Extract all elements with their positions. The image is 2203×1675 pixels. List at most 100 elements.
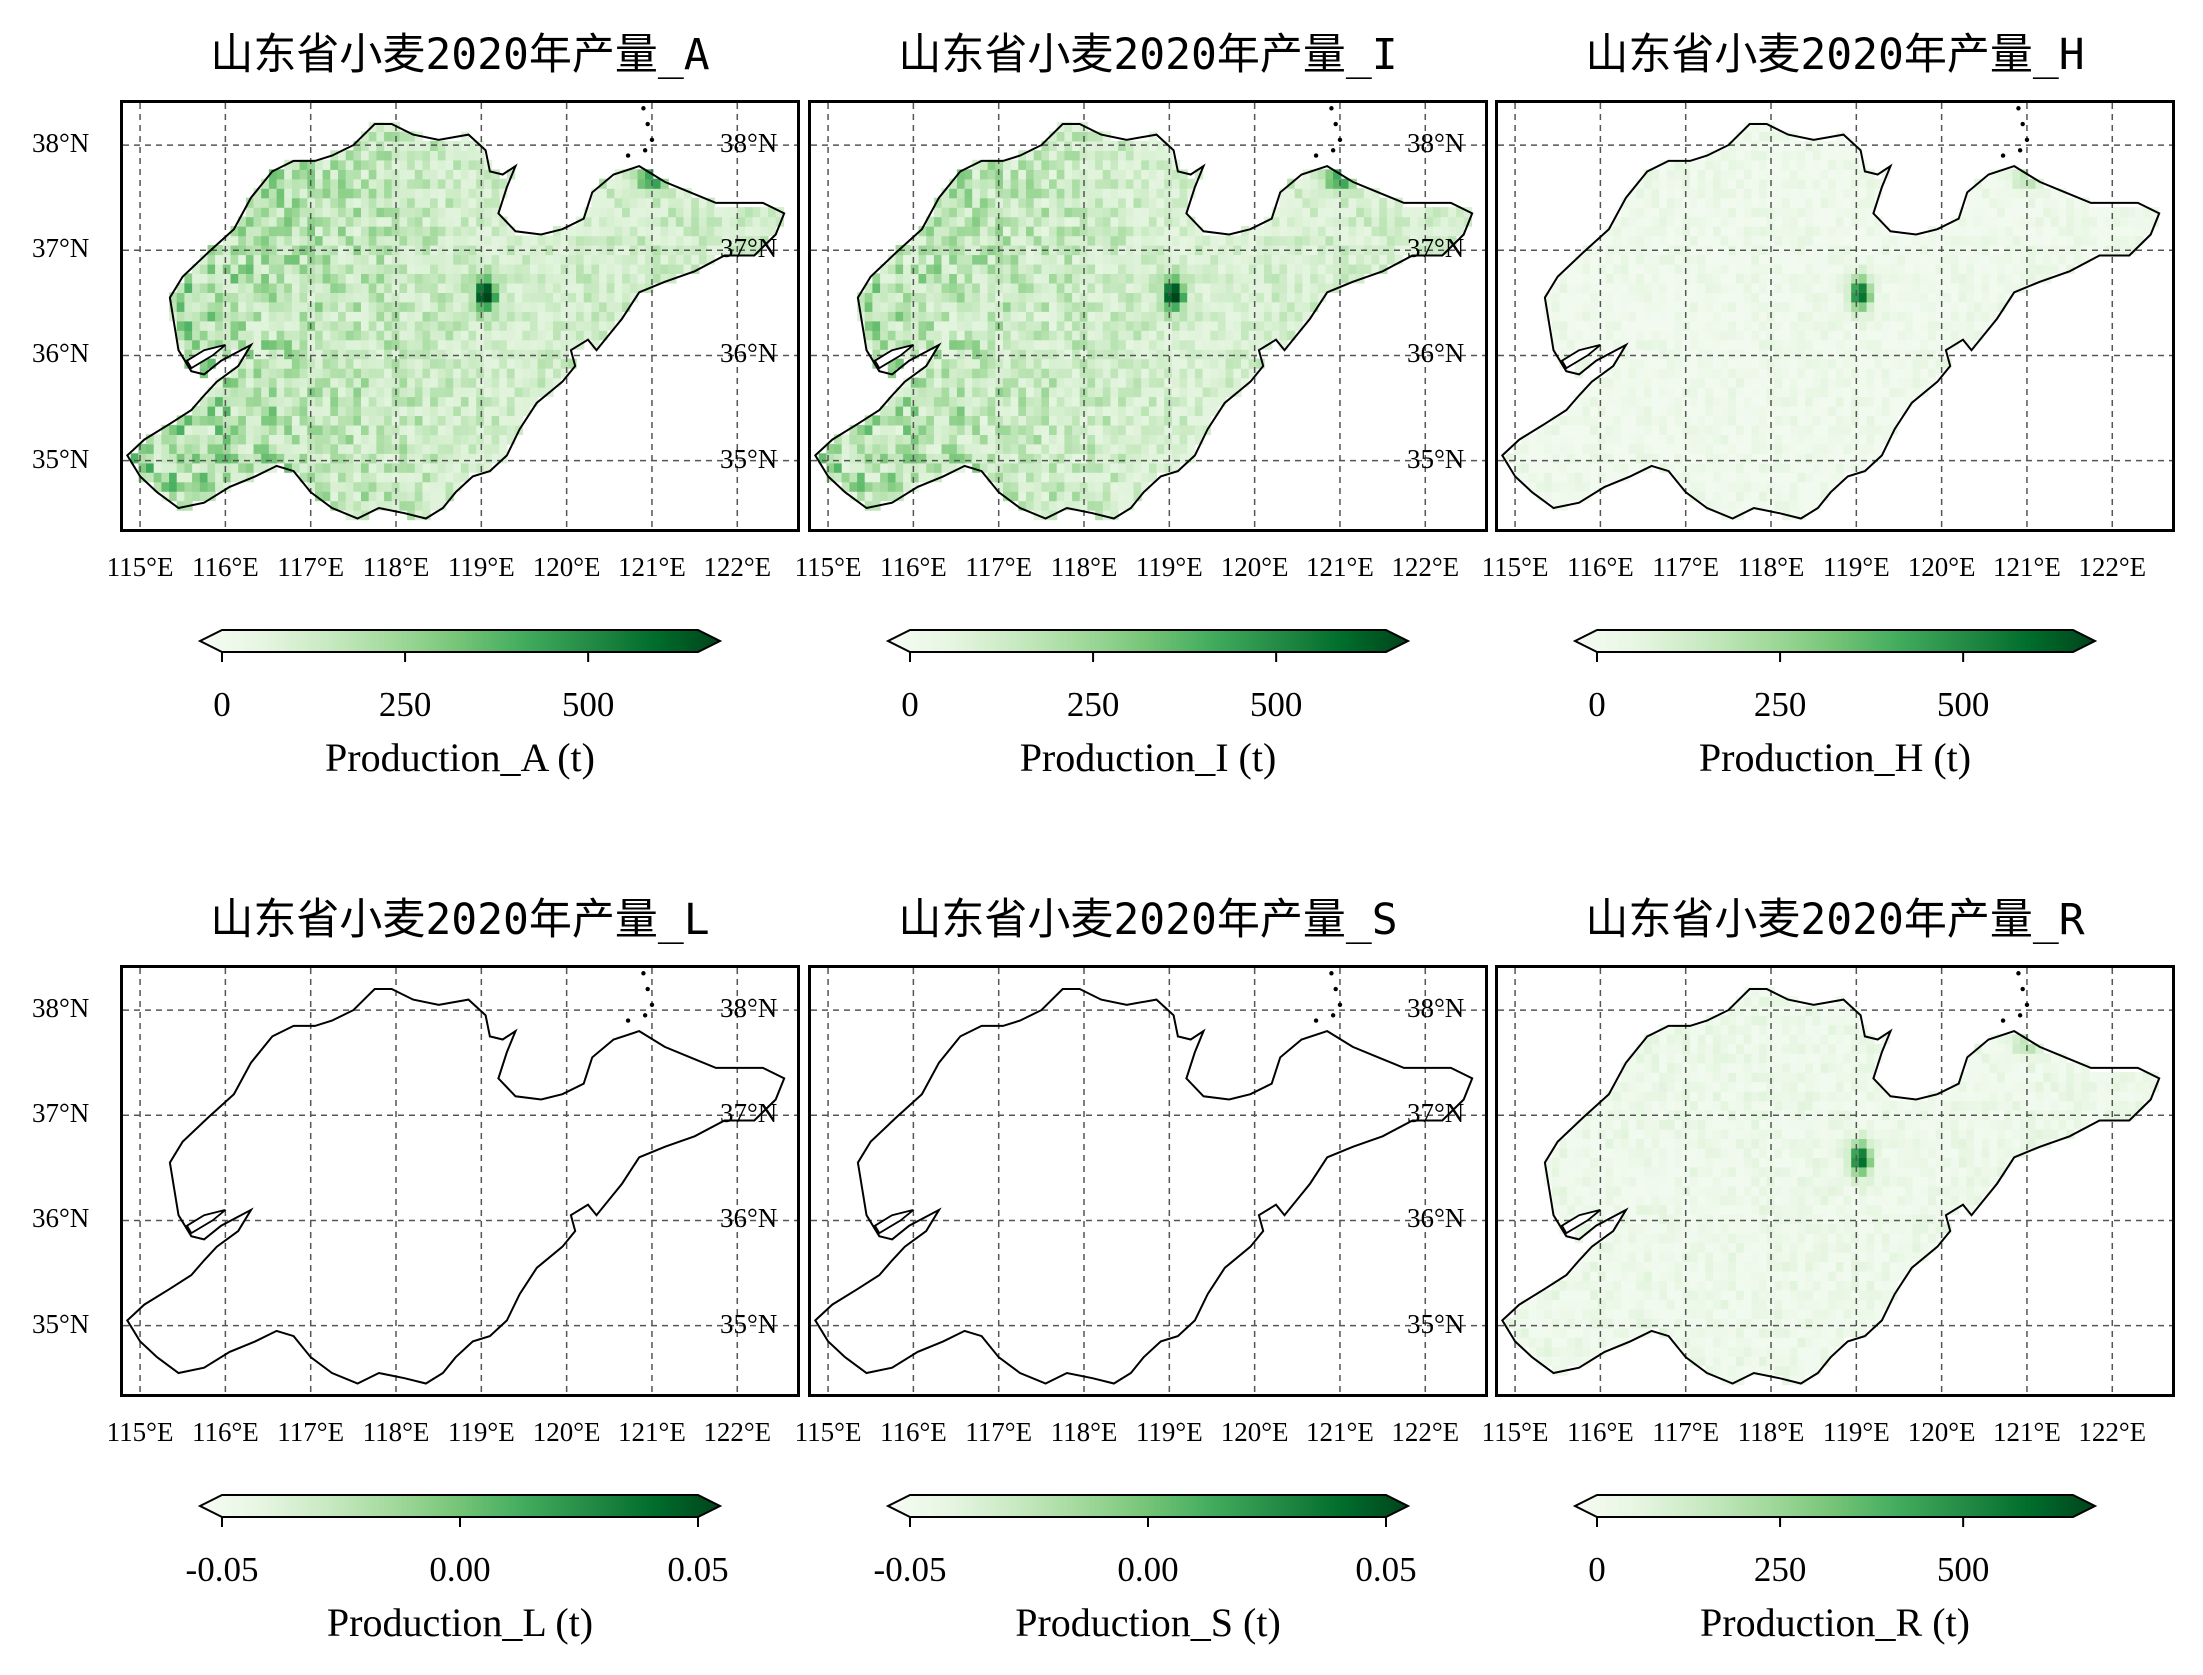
lake-outline: [873, 1209, 914, 1235]
lake-outline: [185, 1209, 226, 1235]
island-mark: [1330, 148, 1336, 153]
colorbar: 0 250 500: [1572, 1494, 2098, 1589]
colorbar-tick-label: 0: [1588, 1550, 1606, 1589]
lon-label: 122°E: [1391, 1417, 1460, 1447]
lon-label: 115°E: [1481, 552, 1549, 582]
colorbar-body: [1572, 1494, 2098, 1518]
lon-label: 121°E: [618, 1417, 686, 1447]
panel-title: 山东省小麦2020年产量_L: [210, 895, 710, 945]
map-canvas: [1498, 968, 2172, 1394]
lon-label-row: 115°E 116°E 117°E 118°E 119°E 120°E 121°E 122°E: [107, 1415, 820, 1449]
lat-label: 36°N: [1407, 338, 1465, 369]
lon-label: 120°E: [1907, 1417, 1976, 1447]
island-mark: [2024, 1002, 2030, 1008]
lon-label: 119°E: [447, 552, 515, 582]
lat-label: 36°N: [720, 338, 778, 369]
map-frame: [1495, 965, 2175, 1397]
island-mark: [2016, 971, 2021, 976]
island-mark: [2000, 1018, 2006, 1023]
province-outline: [1501, 988, 2161, 1385]
lake-outline: [185, 344, 226, 370]
island-mark: [625, 153, 631, 158]
lon-label: 121°E: [1993, 1417, 2061, 1447]
lat-label: 38°N: [720, 128, 778, 159]
colorbar-tick-label: 0: [213, 685, 231, 724]
island-mark: [1333, 121, 1338, 127]
lat-label: 38°N: [1407, 993, 1465, 1024]
map-canvas: [123, 103, 797, 529]
colorbar-tick-label: 250: [1753, 685, 1807, 724]
colorbar-tick-label: 250: [378, 685, 432, 724]
lat-label: 38°N: [32, 128, 90, 159]
lon-label: 120°E: [1220, 552, 1289, 582]
colorbar-tick-label: 250: [1066, 685, 1120, 724]
lon-label: 122°E: [1391, 552, 1460, 582]
map-canvas: [811, 103, 1485, 529]
island-mark: [645, 986, 650, 992]
lon-label: 118°E: [362, 1417, 430, 1447]
panel-title: 山东省小麦2020年产量_R: [1585, 895, 2085, 945]
map-frame: [1495, 100, 2175, 532]
map-canvas: [1498, 103, 2172, 529]
lon-label: 122°E: [2078, 552, 2147, 582]
island-mark: [642, 1013, 648, 1018]
lon-label: 118°E: [1050, 1417, 1118, 1447]
island-mark: [1333, 986, 1338, 992]
colorbar-body: [197, 629, 723, 653]
island-mark: [1313, 153, 1319, 158]
province-outline: [126, 988, 786, 1385]
lat-label: 38°N: [32, 993, 90, 1024]
colorbar-body: [197, 1494, 723, 1518]
colorbar-graphic: [1572, 1494, 2098, 1527]
lon-label: 115°E: [106, 552, 174, 582]
province-outline: [814, 123, 1474, 520]
lon-label-row: 115°E 116°E 117°E 118°E 119°E 120°E 121°E 122°E: [795, 550, 1508, 584]
colorbar-tick-label: 500: [561, 685, 615, 724]
map-canvas: [811, 968, 1485, 1394]
lon-label-row: 115°E 116°E 117°E 118°E 119°E 120°E 121°E 122°E: [107, 550, 820, 584]
lat-label: 36°N: [32, 1203, 90, 1234]
lon-label: 115°E: [794, 1417, 862, 1447]
colorbar-tick-label: 0: [1588, 685, 1606, 724]
colorbar-body: [885, 1494, 1411, 1518]
map-frame: [808, 965, 1488, 1397]
panel-title: 山东省小麦2020年产量_S: [898, 895, 1398, 945]
lon-label: 116°E: [879, 1417, 947, 1447]
lon-label: 117°E: [1652, 552, 1720, 582]
colorbar: -0.05 0.00 0.05: [874, 1494, 1417, 1589]
map-panel-a: 山东省小麦2020年产量_A 38°N 37°N 36°N 35°N 115°E 116°E…: [32, 0, 800, 800]
lon-label: 115°E: [1481, 1417, 1549, 1447]
colorbar-graphic: [1572, 629, 2098, 662]
island-mark: [2017, 1013, 2023, 1018]
island-mark: [1337, 137, 1343, 143]
island-mark: [1337, 1002, 1343, 1008]
lon-label: 121°E: [618, 552, 686, 582]
island-mark: [1330, 1013, 1336, 1018]
lat-label: 35°N: [720, 1308, 778, 1339]
lon-label: 116°E: [191, 552, 259, 582]
colorbar-tick-label: 500: [1249, 685, 1303, 724]
map-frame: [808, 100, 1488, 532]
panel-title: 山东省小麦2020年产量_I: [898, 30, 1398, 80]
lat-label: 38°N: [720, 993, 778, 1024]
colorbar: 0 250 500: [1572, 629, 2098, 724]
lake-outline: [873, 344, 914, 370]
map-frame: [120, 965, 800, 1397]
colorbar-label: Production_S (t): [1015, 1600, 1281, 1645]
colorbar-tick-label: 0.00: [1117, 1550, 1179, 1589]
lake-outline: [1560, 1209, 1601, 1235]
production-field: [130, 121, 784, 521]
colorbar-tick-label: 500: [1936, 1550, 1990, 1589]
lon-label: 118°E: [362, 552, 430, 582]
lon-label: 117°E: [965, 1417, 1033, 1447]
map-panel-l: 山东省小麦2020年产量_L 38°N 37°N 36°N 35°N 115°E 116°E…: [32, 865, 800, 1665]
colorbar-tick-label: 250: [1753, 1550, 1807, 1589]
lake-outline: [1560, 344, 1601, 370]
lon-label: 120°E: [532, 552, 601, 582]
colorbar-tick-label: 0: [901, 685, 919, 724]
colorbar-tick-label: 0.05: [667, 1550, 729, 1589]
colorbar-body: [885, 629, 1411, 653]
lon-label: 118°E: [1737, 1417, 1805, 1447]
lon-label: 121°E: [1306, 1417, 1374, 1447]
lon-label: 117°E: [277, 1417, 345, 1447]
